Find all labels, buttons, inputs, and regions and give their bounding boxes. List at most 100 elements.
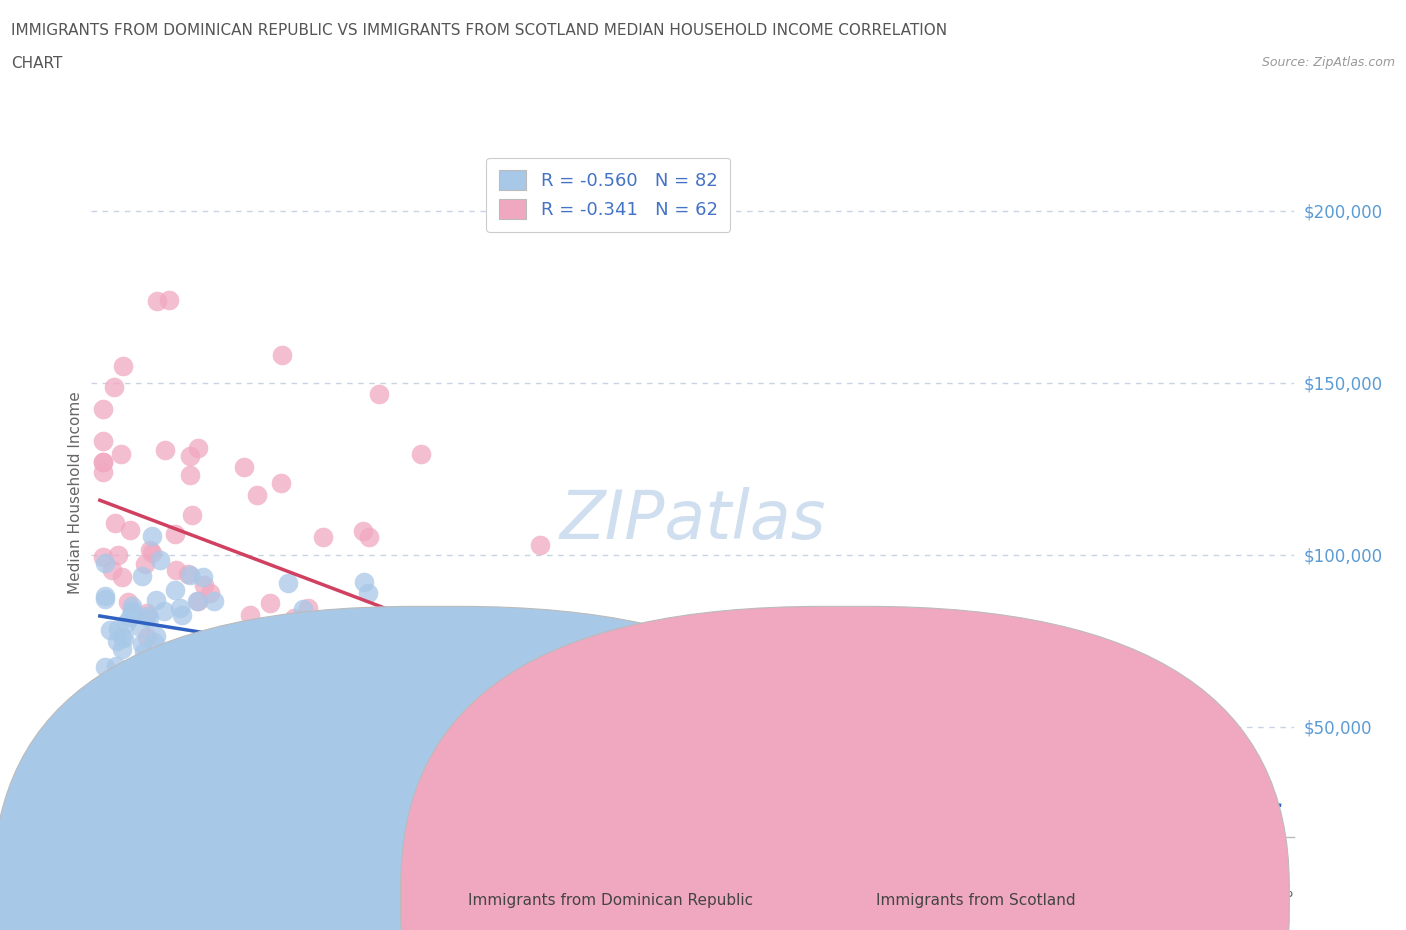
Point — [342, 662, 364, 677]
Point — [846, 761, 869, 776]
Point — [177, 566, 200, 581]
Point — [166, 643, 188, 658]
Point — [198, 585, 221, 600]
Text: 0.0%: 0.0% — [83, 885, 122, 900]
Point — [270, 348, 292, 363]
Point — [138, 701, 160, 716]
Point — [1002, 735, 1025, 750]
Y-axis label: Median Household Income: Median Household Income — [67, 392, 83, 594]
Point — [357, 586, 380, 601]
Point — [215, 627, 238, 642]
Point — [263, 656, 285, 671]
Point — [169, 601, 191, 616]
Point — [529, 538, 551, 552]
Point — [322, 677, 344, 692]
Point — [91, 549, 114, 564]
Text: IMMIGRANTS FROM DOMINICAN REPUBLIC VS IMMIGRANTS FROM SCOTLAND MEDIAN HOUSEHOLD : IMMIGRANTS FROM DOMINICAN REPUBLIC VS IM… — [11, 23, 948, 38]
Point — [134, 556, 156, 571]
Point — [115, 616, 138, 631]
Point — [257, 664, 280, 679]
Point — [291, 637, 314, 652]
Point — [195, 644, 218, 658]
Point — [900, 761, 922, 776]
Text: Source: ZipAtlas.com: Source: ZipAtlas.com — [1261, 56, 1395, 69]
Point — [145, 592, 167, 607]
Point — [121, 606, 143, 621]
Point — [120, 610, 142, 625]
Point — [323, 618, 346, 633]
Point — [191, 570, 214, 585]
Point — [193, 578, 215, 592]
Point — [153, 443, 176, 458]
Point — [413, 683, 436, 698]
Point — [399, 673, 422, 688]
Point — [132, 677, 155, 692]
Point — [367, 387, 389, 402]
Point — [353, 575, 375, 590]
Point — [111, 642, 134, 657]
Point — [292, 601, 315, 616]
Point — [270, 475, 292, 490]
Point — [531, 736, 554, 751]
Point — [344, 632, 367, 647]
Point — [111, 569, 134, 584]
Point — [678, 654, 700, 669]
Point — [136, 606, 159, 621]
Point — [138, 611, 160, 626]
Point — [786, 751, 808, 766]
Point — [277, 576, 299, 591]
Point — [283, 610, 305, 625]
Point — [297, 601, 319, 616]
Point — [91, 401, 114, 416]
Point — [409, 446, 432, 461]
Point — [110, 447, 132, 462]
Point — [112, 631, 135, 645]
Point — [232, 627, 254, 642]
Point — [139, 543, 162, 558]
Point — [581, 720, 603, 735]
Point — [212, 788, 235, 803]
Point — [111, 630, 134, 644]
Point — [121, 602, 143, 617]
Point — [94, 589, 117, 604]
Point — [98, 623, 121, 638]
Text: Immigrants from Scotland: Immigrants from Scotland — [876, 893, 1076, 908]
Point — [94, 556, 117, 571]
Point — [163, 583, 186, 598]
Point — [446, 671, 468, 686]
Point — [352, 524, 374, 538]
Point — [94, 659, 117, 674]
Point — [373, 661, 395, 676]
Point — [941, 715, 963, 730]
Point — [91, 454, 114, 469]
Point — [145, 629, 167, 644]
Point — [993, 761, 1015, 776]
Point — [842, 736, 865, 751]
Point — [1038, 761, 1060, 776]
Legend: R = -0.560   N = 82, R = -0.341   N = 62: R = -0.560 N = 82, R = -0.341 N = 62 — [486, 158, 730, 232]
Point — [122, 605, 145, 620]
Point — [634, 665, 657, 680]
Point — [165, 563, 187, 578]
Text: Immigrants from Dominican Republic: Immigrants from Dominican Republic — [468, 893, 754, 908]
Point — [347, 641, 370, 656]
Point — [299, 615, 322, 630]
Point — [259, 596, 281, 611]
Text: CHART: CHART — [11, 56, 63, 71]
Point — [180, 508, 202, 523]
Point — [131, 636, 153, 651]
Point — [121, 599, 143, 614]
Point — [104, 658, 127, 673]
Point — [146, 293, 169, 308]
Point — [117, 594, 139, 609]
Point — [91, 465, 114, 480]
Point — [108, 728, 131, 743]
Point — [406, 724, 429, 738]
Point — [187, 593, 209, 608]
Point — [179, 568, 201, 583]
Point — [262, 642, 284, 657]
Point — [160, 650, 183, 665]
Point — [630, 729, 652, 744]
Point — [105, 634, 128, 649]
Text: 40.0%: 40.0% — [1246, 885, 1294, 900]
